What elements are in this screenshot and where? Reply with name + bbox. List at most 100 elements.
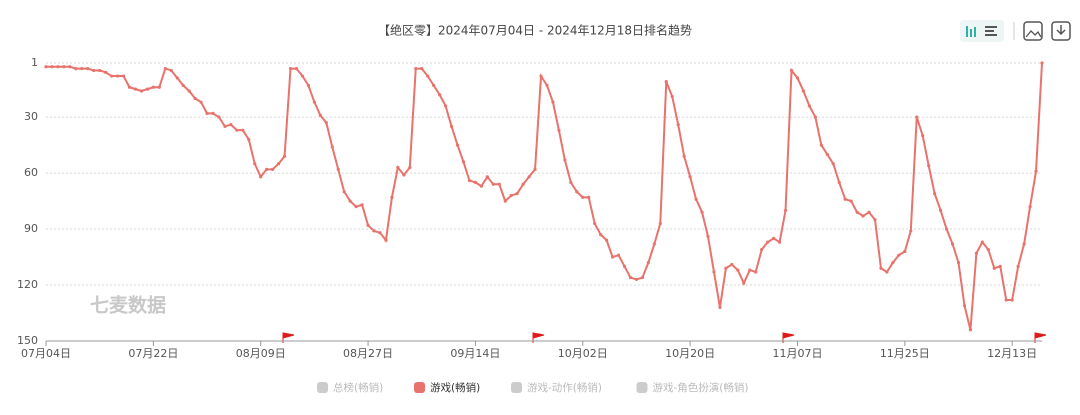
data-point [736,268,740,272]
y-tick-label: 150 [17,334,38,347]
data-point [432,83,436,87]
icon [985,26,997,28]
data-point [294,66,299,71]
legend-swatch [317,382,328,393]
data-point [622,264,627,268]
data-point [473,180,478,185]
data-point [628,275,633,280]
data-point [223,124,227,129]
data-point [175,76,179,80]
data-point [420,66,424,71]
icon [1025,30,1042,38]
data-point [336,167,340,171]
download-button[interactable] [1051,21,1071,41]
data-point [652,242,656,246]
chart-title: 【绝区零】2024年07月04日 - 2024年12月18日排名趋势 [378,23,692,38]
data-point [187,89,191,93]
data-point [276,162,281,166]
data-point [62,65,66,69]
data-point [318,113,322,117]
data-point [461,160,466,164]
data-point [867,210,871,214]
data-point [688,175,692,179]
data-point [235,128,239,132]
data-point [378,231,382,235]
data-point [962,303,967,308]
data-point [718,305,722,310]
data-point [324,121,328,125]
x-tick-label: 10月20日 [665,347,715,360]
data-point [247,137,251,142]
data-point [569,180,573,185]
data-point [199,100,203,104]
icon [970,29,972,37]
data-point [658,221,662,226]
data-point [1022,242,1026,246]
data-point [98,68,102,73]
data-point [366,223,370,227]
series-line [46,62,1043,331]
data-point [789,68,794,73]
data-point [515,192,519,196]
data-point [855,210,859,214]
data-point [944,227,949,231]
event-flags [282,332,1047,343]
event-flag[interactable] [532,332,545,343]
data-point [145,87,149,91]
legend-item[interactable]: 游戏-角色扮演(畅销) [636,381,749,394]
data-point [312,100,316,104]
data-point [282,154,287,158]
data-point [92,68,96,73]
data-point [449,124,454,129]
data-point [807,104,812,108]
data-point [915,115,919,119]
data-point [903,249,907,254]
data-point [861,214,865,218]
data-point [980,240,984,244]
data-point [783,208,788,212]
x-tick-label: 11月07日 [772,347,822,360]
data-point [169,68,173,73]
legend-item[interactable]: 游戏-动作(畅销) [511,381,602,394]
data-point [384,238,388,242]
data-point [939,208,943,212]
data-point [974,251,978,255]
event-flag[interactable] [782,332,795,343]
data-point [426,74,430,78]
data-point [921,134,925,138]
event-flag[interactable] [282,332,295,343]
data-point [754,270,758,274]
event-flag[interactable] [1034,332,1047,343]
data-point [205,111,209,115]
legend-swatch [636,382,648,393]
data-point [306,83,311,87]
data-point [253,162,257,166]
data-point [181,83,185,87]
data-point [372,229,376,233]
x-tick-label: 07月22日 [128,347,178,360]
data-point [104,70,108,74]
data-point [1040,61,1044,65]
legend-item[interactable]: 游戏(畅销) [414,381,480,394]
data-point [259,175,263,179]
data-point [968,328,973,332]
data-point [998,264,1002,268]
data-point [634,277,639,282]
save-image-button[interactable] [1023,21,1043,41]
icon [985,34,997,36]
data-point [879,266,883,270]
data-point [288,66,293,71]
data-point [229,122,233,127]
data-point [795,76,800,80]
data-point [724,266,728,270]
data-point [986,247,990,252]
data-point [485,175,489,179]
data-point [837,180,841,185]
y-tick-label: 1 [31,56,38,69]
watermark: 七麦数据 [90,294,166,317]
data-point [360,203,364,207]
data-point [86,66,90,71]
legend-item[interactable]: 总榜(畅销) [317,381,383,394]
data-point [545,83,549,87]
data-point [742,281,746,285]
